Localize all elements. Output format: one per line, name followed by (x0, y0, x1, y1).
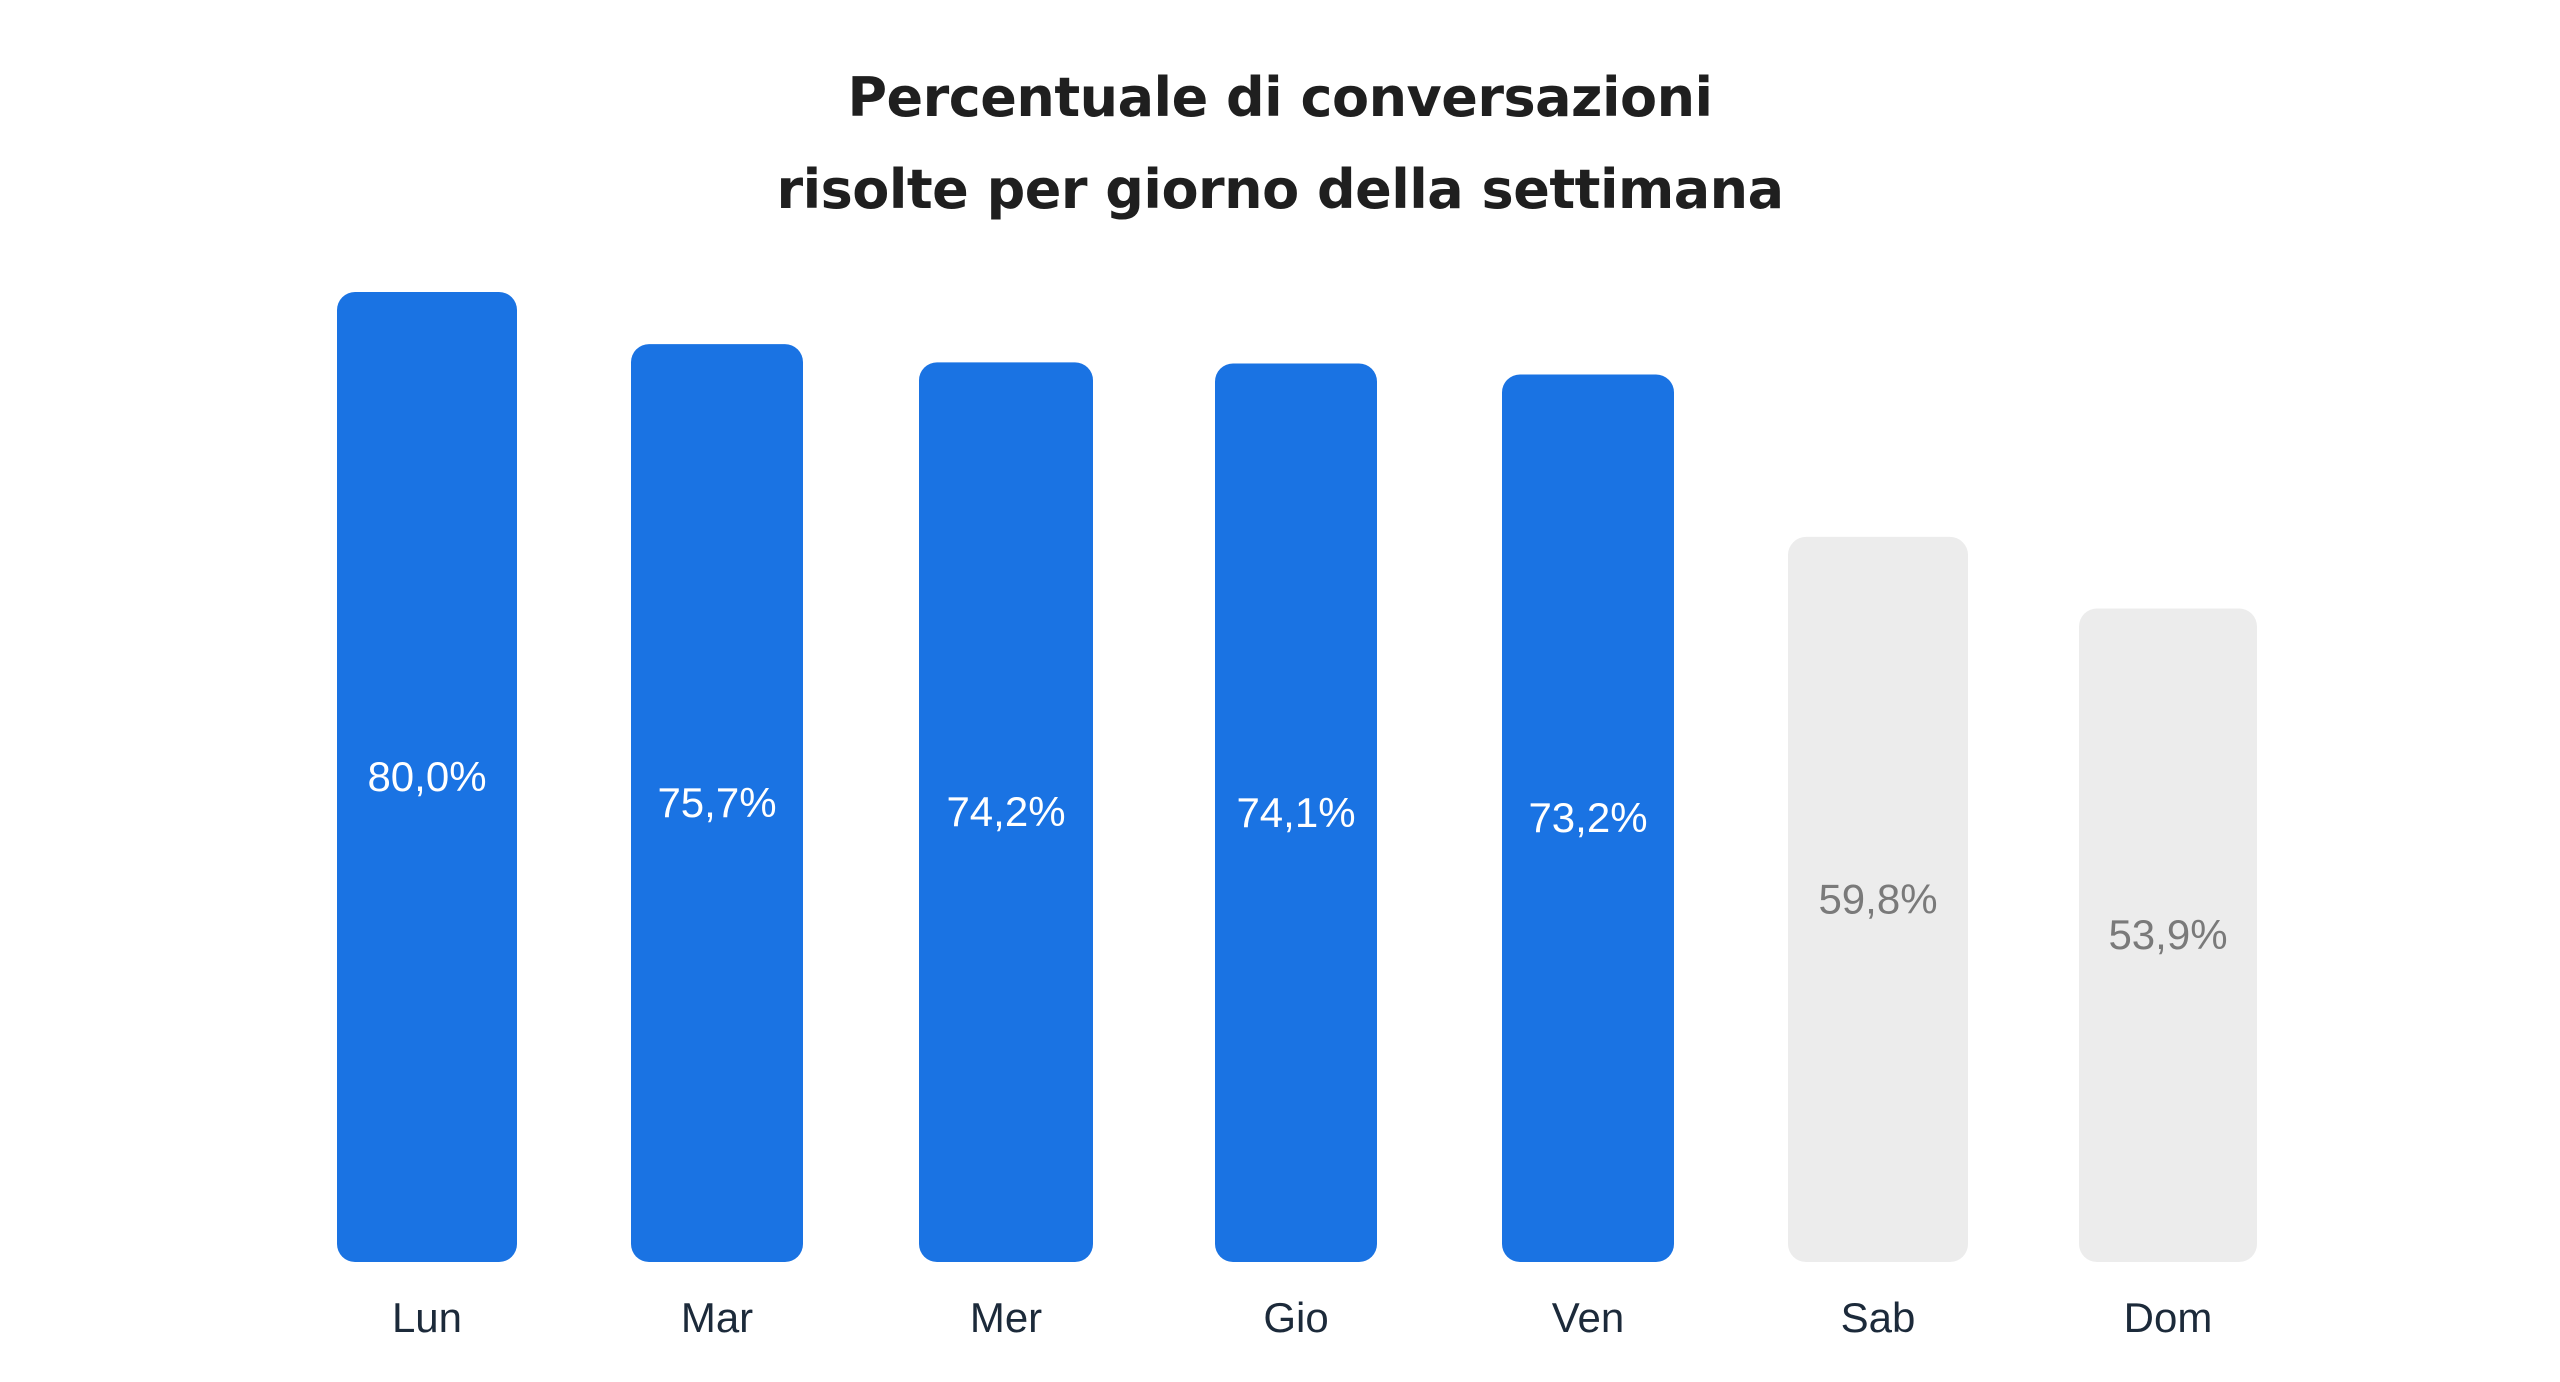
chart-title: Percentuale di conversazioni risolte per… (0, 52, 2560, 236)
category-label-ven: Ven (1552, 1294, 1624, 1341)
bar-ven (1502, 374, 1674, 1262)
category-label-mar: Mar (681, 1294, 753, 1341)
value-label-dom: 53,9% (2108, 911, 2227, 958)
category-label-lun: Lun (392, 1294, 462, 1341)
value-label-mar: 75,7% (657, 779, 776, 826)
category-label-gio: Gio (1263, 1294, 1328, 1341)
bar-mer (919, 362, 1093, 1262)
bar-gio (1215, 363, 1377, 1263)
bar-lun (337, 292, 517, 1262)
category-label-sab: Sab (1841, 1294, 1916, 1341)
chart-title-line-2: risolte per giorno della settimana (776, 158, 1784, 221)
category-label-mer: Mer (970, 1294, 1042, 1341)
value-label-sab: 59,8% (1818, 875, 1937, 922)
bar-mar (631, 344, 803, 1262)
category-label-dom: Dom (2124, 1294, 2213, 1341)
value-label-mer: 74,2% (946, 788, 1065, 835)
value-label-ven: 73,2% (1528, 794, 1647, 841)
bar-sab (1788, 536, 1968, 1262)
value-label-gio: 74,1% (1236, 789, 1355, 836)
bar-dom (2079, 608, 2257, 1262)
chart-title-line-1: Percentuale di conversazioni (847, 66, 1713, 129)
value-label-lun: 80,0% (367, 753, 486, 800)
